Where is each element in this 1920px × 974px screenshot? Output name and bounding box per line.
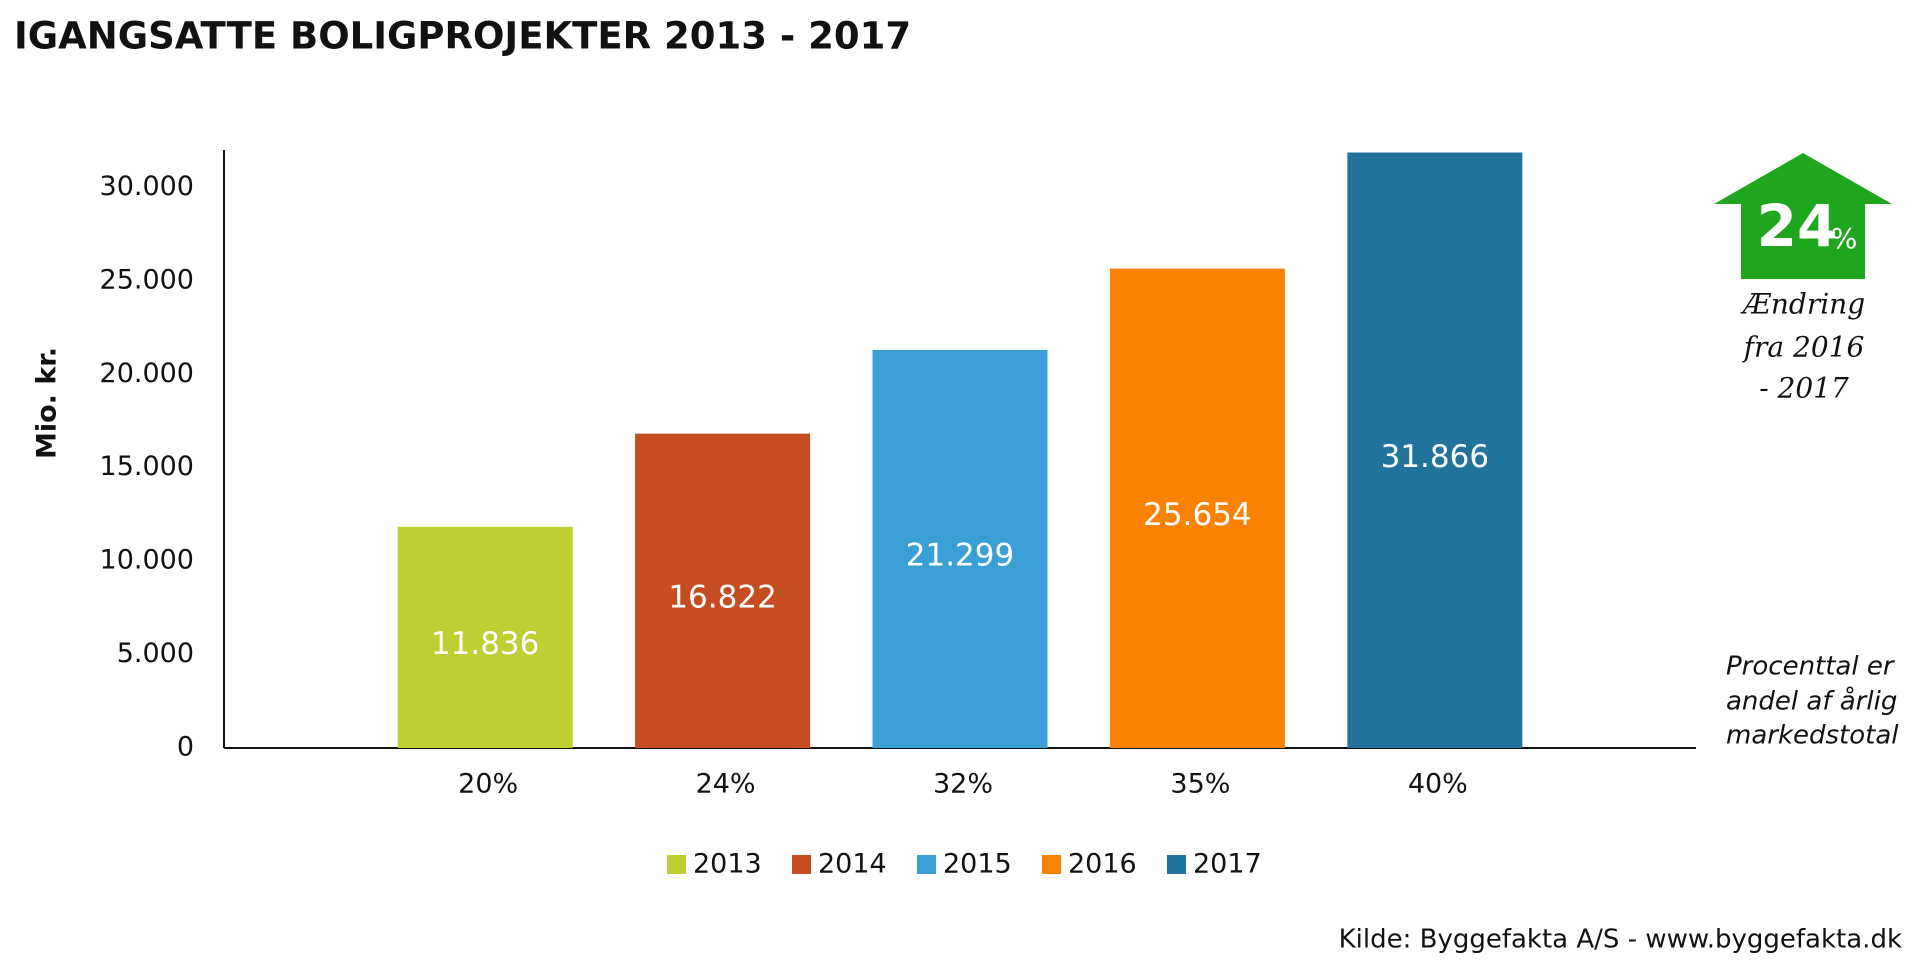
y-tick-label: 15.000 xyxy=(100,451,194,482)
legend-swatch xyxy=(667,855,686,874)
legend-label: 2016 xyxy=(1068,849,1137,880)
value-label: 16.822 xyxy=(668,579,776,615)
bar xyxy=(1347,152,1523,748)
bar xyxy=(397,526,573,748)
bar xyxy=(1109,268,1285,748)
legend-label: 2015 xyxy=(943,849,1012,880)
note: andel af årlig xyxy=(1726,686,1897,717)
legend-swatch xyxy=(1167,855,1186,874)
y-tick-label: 5.000 xyxy=(117,638,194,669)
legend-swatch xyxy=(1042,855,1061,874)
bar xyxy=(872,349,1048,748)
note: markedstotal xyxy=(1726,721,1899,751)
x-tick-label: 24% xyxy=(696,769,756,800)
legend-label: 2014 xyxy=(818,849,887,880)
x-tick-label: 20% xyxy=(458,769,518,800)
change-arrow xyxy=(1714,153,1892,279)
source: Kilde: Byggefakta A/S - www.byggefakta.d… xyxy=(1339,925,1902,955)
change-text: Ændring xyxy=(1740,288,1865,321)
legend-swatch xyxy=(917,855,936,874)
change-text: fra 2016 xyxy=(1742,331,1865,364)
legend-swatch xyxy=(792,855,811,874)
legend-label: 2017 xyxy=(1193,849,1262,880)
change-text: - 2017 xyxy=(1759,372,1849,405)
change-value: 24 xyxy=(1757,192,1838,260)
chart-title: IGANGSATTE BOLIGPROJEKTER 2013 - 2017 xyxy=(14,15,911,58)
y-axis-label: Mio. kr. xyxy=(32,347,63,459)
change-unit: % xyxy=(1831,222,1858,255)
x-tick-label: 40% xyxy=(1408,769,1468,800)
y-tick-label: 10.000 xyxy=(100,545,194,576)
y-tick-label: 30.000 xyxy=(100,171,194,202)
x-tick-label: 32% xyxy=(933,769,993,800)
y-tick-label: 0 xyxy=(177,732,194,763)
value-label: 21.299 xyxy=(906,537,1014,573)
value-label: 25.654 xyxy=(1143,497,1251,533)
x-tick-label: 35% xyxy=(1170,769,1230,800)
value-label: 11.836 xyxy=(431,626,539,662)
note: Procenttal er xyxy=(1726,652,1896,682)
legend-label: 2013 xyxy=(693,849,762,880)
y-tick-label: 20.000 xyxy=(100,358,194,389)
value-label: 31.866 xyxy=(1381,439,1489,475)
y-tick-label: 25.000 xyxy=(100,264,194,295)
bar xyxy=(635,433,811,748)
